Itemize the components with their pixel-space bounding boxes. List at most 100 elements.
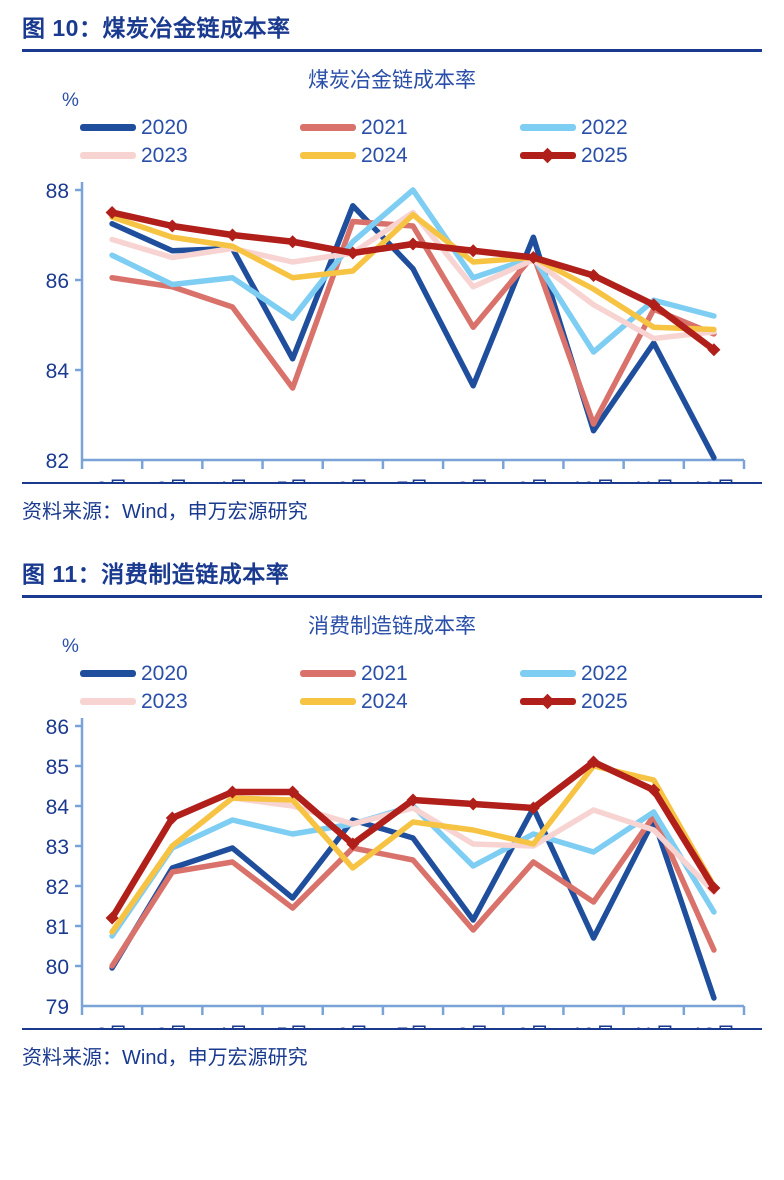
series-marker-2025 (587, 755, 601, 768)
figure-11-plot: 79 80 81 82 83 84 85 86 2月 3月 4月 5月 6月 7月 8月 9月 10月 11月 12… (46, 716, 746, 1028)
series-marker-2025 (286, 785, 300, 798)
legend-swatch-2021 (299, 670, 356, 677)
series-line-2024 (109, 762, 717, 935)
x-tick-label: 2月 (96, 1024, 129, 1028)
legend-swatch-2025 (519, 152, 576, 160)
legend-swatch-2024 (299, 698, 356, 705)
x-tick-label: 4月 (216, 478, 249, 482)
legend-label-2021: 2021 (360, 116, 408, 140)
series-marker-2025 (526, 250, 540, 264)
legend-item-2021[interactable]: 2021 (299, 660, 520, 688)
figure-10-chart: 煤炭冶金链成本率 % 2020 2021 2022 2023 2024 2025 82 84… (22, 52, 762, 482)
legend-item-2022[interactable]: 2022 (519, 114, 740, 142)
x-tick-label: 8月 (457, 478, 490, 482)
x-tick-label: 7月 (397, 1024, 430, 1028)
legend-item-2022[interactable]: 2022 (519, 660, 740, 688)
figure-10-bottom-rule (22, 481, 762, 484)
x-tick-label: 4月 (216, 1024, 249, 1028)
figure-11-chart: 消费制造链成本率 % 2020 2021 2022 2023 2024 2025 79 80… (22, 598, 762, 1028)
figure-10-block: 图 10：煤炭冶金链成本率 煤炭冶金链成本率 % 2020 2021 2022 202… (22, 0, 762, 528)
series-line-2024 (109, 211, 717, 332)
section-spacer (22, 528, 762, 546)
figure-11-chart-title: 消费制造链成本率 (308, 614, 476, 638)
legend-swatch-2023 (80, 698, 136, 705)
legend-label-2024: 2024 (360, 144, 408, 168)
legend-item-2023[interactable]: 2023 (80, 142, 300, 170)
series-marker-2025 (707, 881, 721, 894)
legend-label-2025: 2025 (580, 144, 628, 168)
series-line-2020 (109, 804, 717, 1001)
x-tick-label: 12月 (692, 1024, 736, 1028)
legend-item-2025[interactable]: 2025 (519, 688, 740, 716)
legend-label-2020: 2020 (141, 116, 188, 140)
figure-11-caption: 图 11：消费制造链成本率 (22, 560, 290, 587)
legend-label-2023: 2023 (141, 144, 188, 168)
figure-10-chart-title: 煤炭冶金链成本率 (308, 68, 476, 92)
series-marker-2025 (466, 797, 480, 810)
x-tick-label: 5月 (276, 1024, 309, 1028)
series-line-2021 (109, 812, 717, 969)
series-marker-2025 (105, 911, 119, 924)
series-marker-2025 (406, 237, 420, 251)
series-marker-2025 (526, 801, 540, 814)
x-tick-label: 6月 (336, 478, 369, 482)
legend-item-2025[interactable]: 2025 (519, 142, 740, 170)
x-tick-label: 5月 (276, 478, 309, 482)
legend-swatch-2023 (80, 152, 136, 160)
legend-swatch-2022 (519, 670, 576, 677)
y-tick-label: 80 (46, 956, 69, 979)
x-tick-label: 11月 (632, 1024, 675, 1028)
x-tick-label: 7月 (397, 478, 430, 482)
x-tick-label: 3月 (156, 1024, 189, 1028)
x-tick-label: 3月 (156, 478, 189, 482)
figure-11-legend: 2020 2021 2022 2023 2024 2025 (80, 660, 740, 716)
figure-10-source: 资料来源：Wind，申万宏源研究 (22, 500, 308, 523)
y-tick-label: 88 (46, 180, 69, 203)
series-marker-2025 (587, 268, 601, 282)
series-marker-2025 (346, 246, 360, 260)
legend-swatch-2021 (299, 124, 356, 132)
series-marker-2025 (647, 783, 661, 796)
x-tick-label: 2月 (96, 478, 129, 482)
series-marker-2025 (707, 343, 721, 356)
legend-item-2021[interactable]: 2021 (299, 114, 520, 142)
legend-label-2021: 2021 (360, 662, 408, 685)
x-tick-label: 12月 (692, 478, 736, 482)
series-marker-2025 (105, 205, 119, 219)
x-tick-label: 6月 (336, 1024, 369, 1028)
figure-11-bottom-rule (22, 1027, 762, 1030)
legend-swatch-2024 (299, 152, 356, 160)
figure-11-y-unit: % (62, 635, 79, 657)
legend-item-2020[interactable]: 2020 (80, 660, 300, 688)
legend-label-2022: 2022 (580, 116, 628, 140)
legend-item-2020[interactable]: 2020 (80, 114, 300, 142)
series-marker-2025 (165, 811, 179, 824)
legend-item-2024[interactable]: 2024 (299, 688, 520, 716)
legend-swatch-2025 (519, 698, 576, 705)
legend-item-2023[interactable]: 2023 (80, 688, 300, 716)
x-tick-label: 10月 (571, 1024, 615, 1028)
y-tick-label: 83 (46, 836, 69, 859)
figure-10-y-unit: % (62, 89, 79, 111)
legend-item-2024[interactable]: 2024 (299, 142, 520, 170)
legend-label-2023: 2023 (141, 690, 188, 713)
y-tick-label: 84 (46, 796, 70, 819)
series-marker-2025 (466, 244, 480, 257)
figure-11-source: 资料来源：Wind，申万宏源研究 (22, 1046, 308, 1069)
series-marker-2025 (225, 228, 239, 242)
legend-swatch-2020 (80, 670, 136, 677)
figure-10-legend: 2020 2021 2022 2023 2024 2025 (80, 114, 740, 170)
legend-label-2020: 2020 (141, 662, 188, 685)
series-marker-2025 (406, 793, 420, 806)
y-tick-label: 86 (46, 716, 69, 739)
legend-label-2022: 2022 (580, 662, 628, 685)
y-tick-label: 86 (46, 270, 69, 293)
series-marker-2025 (165, 219, 179, 233)
x-tick-label: 10月 (571, 478, 615, 482)
legend-swatch-2022 (519, 124, 576, 132)
legend-swatch-2020 (80, 124, 136, 132)
series-line-2021 (109, 218, 717, 427)
x-tick-label: 8月 (457, 1024, 490, 1028)
legend-label-2025: 2025 (580, 690, 628, 713)
